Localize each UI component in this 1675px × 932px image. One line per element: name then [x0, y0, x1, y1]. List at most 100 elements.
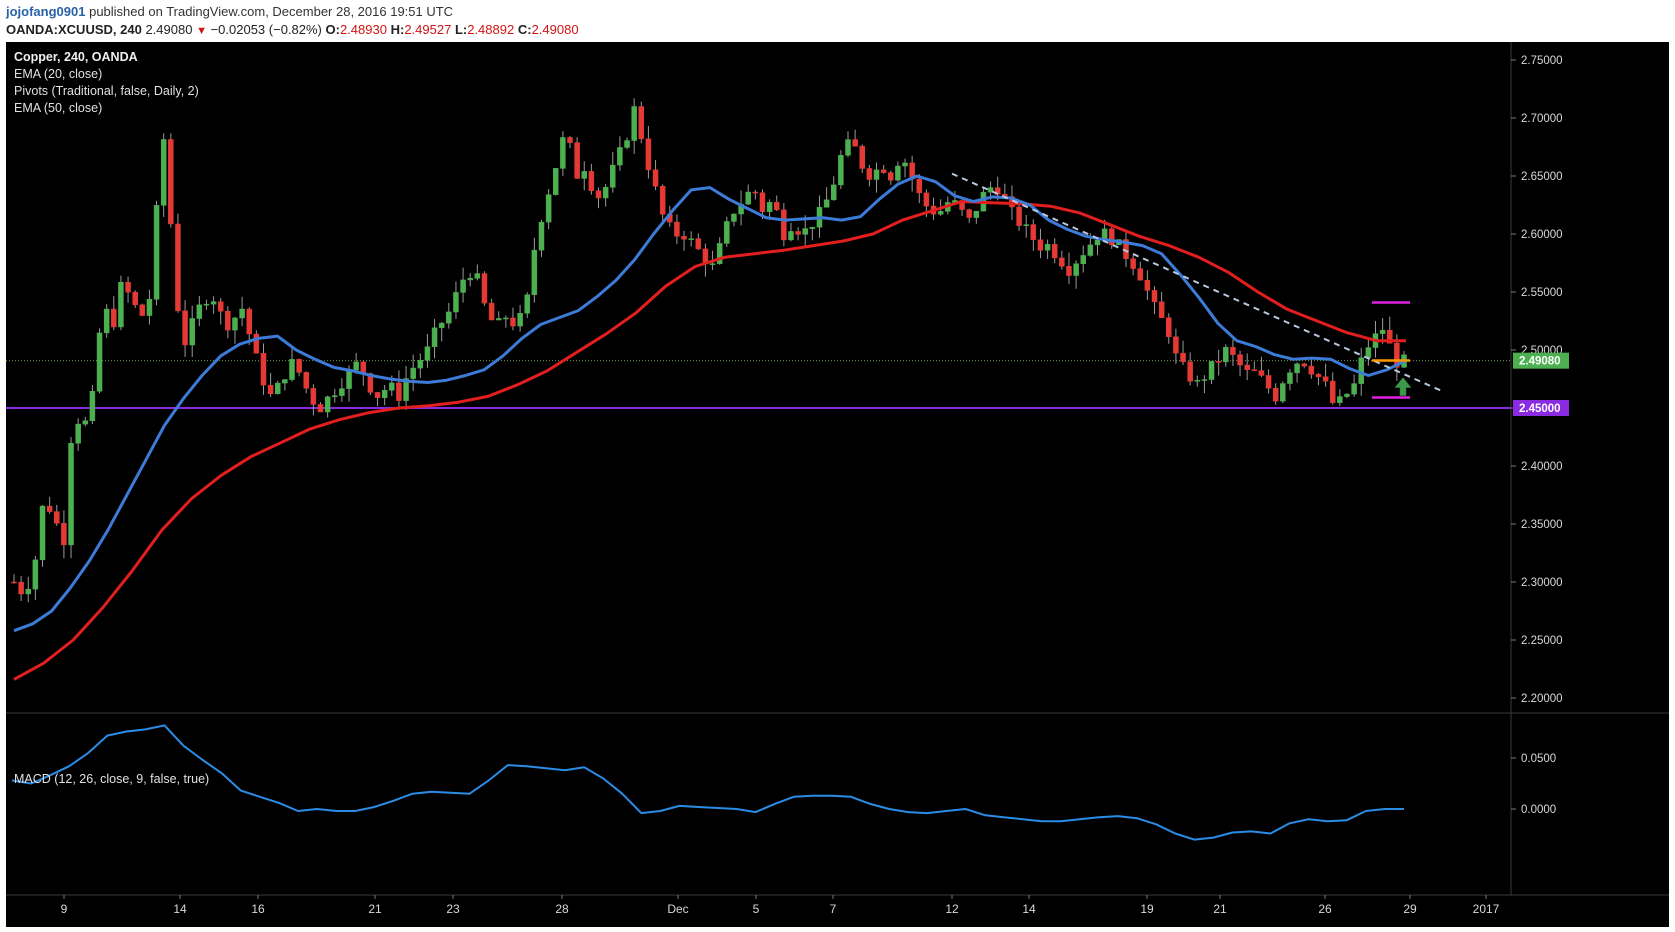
candle-body: [196, 304, 203, 319]
candle-body: [545, 194, 552, 223]
x-tick-label: 19: [1140, 902, 1154, 916]
candle-body: [1073, 263, 1079, 276]
y-tick-label: 2.55000: [1521, 287, 1563, 299]
candle-body: [481, 273, 488, 304]
candle-body: [46, 505, 53, 512]
candle-body: [332, 395, 338, 398]
candle-body: [1201, 379, 1208, 381]
candle-body: [781, 209, 787, 241]
candle-body: [1237, 354, 1243, 366]
candle-body: [431, 327, 438, 347]
candle-body: [759, 192, 766, 212]
publish-line: jojofang0901 published on TradingView.co…: [6, 4, 453, 19]
candle-body: [1137, 268, 1144, 281]
candle-body: [239, 308, 245, 319]
y-tick-label: 2.70000: [1521, 113, 1563, 125]
candle-body: [11, 581, 17, 584]
trendline: [951, 172, 1442, 392]
candle-body: [994, 187, 1001, 195]
candle-body: [89, 390, 96, 422]
candle-body: [54, 511, 60, 524]
candle-body: [1187, 361, 1193, 382]
candle-body: [709, 263, 716, 265]
candle-body: [217, 301, 224, 312]
author-link[interactable]: jojofang0901: [6, 4, 86, 19]
candle-body: [289, 359, 295, 380]
candle-body: [888, 172, 894, 181]
x-tick-label: 21: [1213, 902, 1227, 916]
chart-canvas[interactable]: 2.750002.700002.650002.600002.550002.500…: [6, 42, 1669, 927]
candle-body: [1294, 363, 1300, 374]
candle-body: [417, 360, 424, 369]
candle-body: [531, 249, 538, 295]
candle-body: [246, 308, 252, 335]
candle-body: [39, 505, 46, 561]
legend-ema20[interactable]: EMA (20, close): [14, 67, 103, 81]
candle-body: [396, 382, 402, 401]
candle-body: [795, 231, 801, 235]
candle-body: [225, 310, 231, 331]
candle-body: [367, 373, 374, 393]
candle-body: [1087, 244, 1094, 256]
candle-body: [1308, 365, 1315, 375]
candle-body: [118, 281, 124, 328]
candle-body: [1287, 372, 1293, 384]
close-value: 2.49080: [531, 22, 579, 37]
legend-pivots[interactable]: Pivots (Traditional, false, Daily, 2): [14, 84, 199, 98]
candle-body: [139, 304, 146, 316]
candle-body: [1265, 375, 1272, 389]
candle-body: [82, 420, 89, 425]
candle-body: [916, 178, 923, 194]
last-price-badge-bg: [1513, 352, 1569, 369]
candle-body: [438, 322, 445, 329]
candle-body: [610, 164, 616, 188]
x-tick-label: 21: [368, 902, 382, 916]
y-tick-label: 2.30000: [1521, 577, 1563, 589]
candle-body: [688, 238, 694, 240]
candle-body: [446, 311, 452, 324]
candle-body: [873, 169, 880, 180]
candle-body: [1258, 370, 1265, 376]
last-price-value: 2.49080: [145, 22, 193, 37]
candle-body: [324, 396, 331, 413]
candle-body: [1094, 239, 1101, 246]
candle-body: [160, 139, 167, 206]
candle-body: [168, 139, 174, 225]
x-tick-label: 14: [1022, 902, 1036, 916]
candle-body: [731, 213, 737, 222]
support-badge-text: 2.45000: [1519, 403, 1561, 415]
y-tick-label: 2.40000: [1521, 461, 1563, 473]
candle-body: [866, 168, 873, 180]
candle-body: [1394, 342, 1400, 368]
y-tick-label: 2.20000: [1521, 693, 1563, 705]
chart-header: jojofang0901 published on TradingView.co…: [0, 0, 1675, 42]
candle-body: [1315, 373, 1322, 378]
candle-body: [474, 273, 481, 279]
legend-ema50[interactable]: EMA (50, close): [14, 101, 103, 115]
candle-body: [766, 202, 773, 212]
legend-macd[interactable]: MACD (12, 26, close, 9, false, true): [14, 772, 210, 786]
candle-body: [1223, 347, 1229, 363]
macd-plot-group: [11, 724, 1404, 841]
candle-body: [823, 199, 830, 208]
candle-body: [210, 301, 217, 305]
candle-body: [346, 369, 352, 389]
chart-area[interactable]: 2.75000 2.70000 2.65000 2.60000 2.55000 2.500…: [6, 42, 1669, 927]
candle-body: [1108, 228, 1115, 246]
candle-body: [282, 379, 288, 384]
candle-body: [538, 221, 545, 251]
candle-body: [1023, 224, 1029, 226]
candle-body: [830, 184, 837, 201]
y-tick-label: 2.65000: [1521, 171, 1563, 183]
candle-body: [773, 202, 780, 211]
candle-body: [838, 155, 844, 186]
candle-body: [103, 308, 110, 334]
candle-body: [695, 238, 702, 250]
support-badge-bg: [1513, 400, 1569, 416]
candle-body: [381, 390, 388, 398]
candle-body: [895, 165, 901, 181]
candle-body: [631, 106, 637, 141]
candle-body: [681, 236, 687, 240]
up-arrow-icon: [1394, 377, 1412, 396]
candle-body: [18, 581, 24, 595]
